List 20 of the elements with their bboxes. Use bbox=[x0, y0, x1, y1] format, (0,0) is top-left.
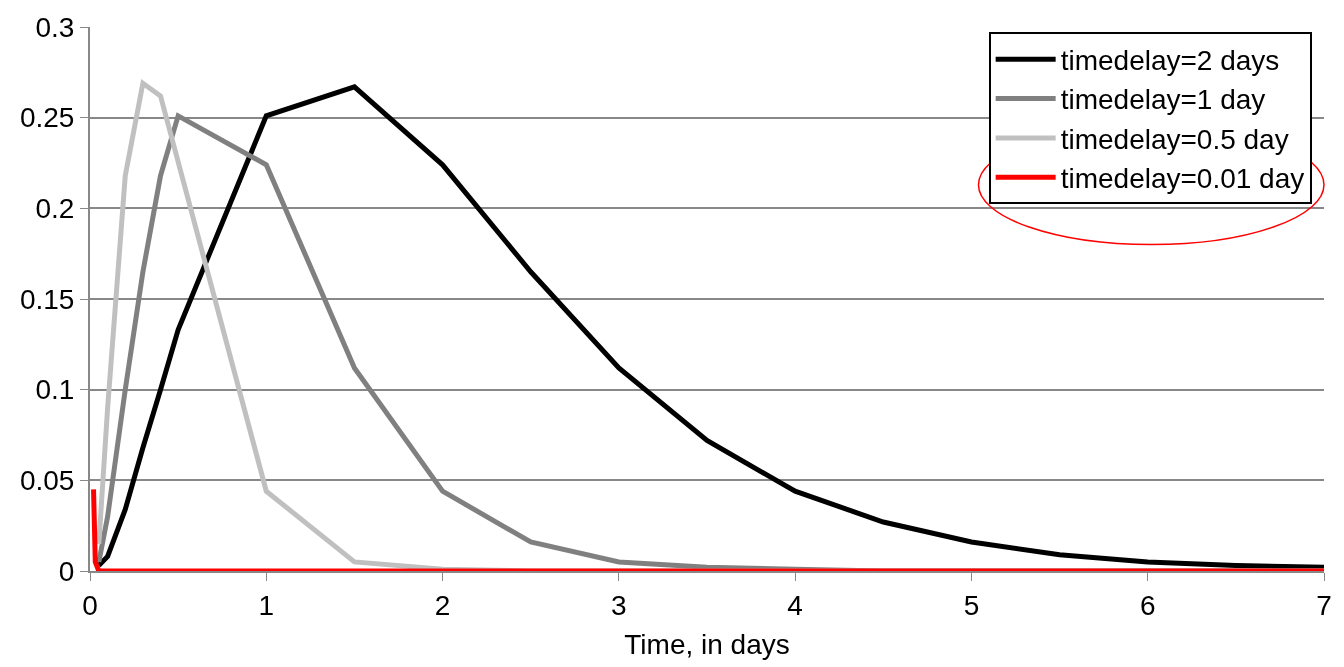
x-tick-label: 2 bbox=[434, 589, 451, 621]
x-tick-label: 4 bbox=[787, 589, 803, 621]
x-tick-label: 6 bbox=[1139, 589, 1156, 621]
legend-label: timedelay=0.5 day bbox=[1060, 123, 1289, 155]
x-tick-label: 7 bbox=[1316, 589, 1332, 621]
y-tick-label: 0.1 bbox=[35, 374, 75, 406]
y-tick-label: 0.25 bbox=[19, 102, 75, 134]
y-tick-label: 0.15 bbox=[19, 283, 75, 315]
x-tick-label: 0 bbox=[82, 589, 98, 621]
x-tick-label: 1 bbox=[258, 589, 275, 621]
legend-label: timedelay=0.01 day bbox=[1060, 163, 1305, 195]
x-tick-label: 3 bbox=[611, 589, 627, 621]
y-tick-label: 0 bbox=[58, 555, 75, 587]
legend-label: timedelay=1 day bbox=[1060, 84, 1266, 116]
legend-label: timedelay=2 days bbox=[1060, 45, 1280, 77]
y-tick-label: 0.2 bbox=[35, 193, 75, 225]
y-tick-label: 0.05 bbox=[19, 465, 75, 497]
x-tick-label: 5 bbox=[963, 589, 980, 621]
x-axis-title: Time, in days bbox=[624, 629, 790, 661]
y-tick-label: 0.3 bbox=[35, 11, 75, 43]
